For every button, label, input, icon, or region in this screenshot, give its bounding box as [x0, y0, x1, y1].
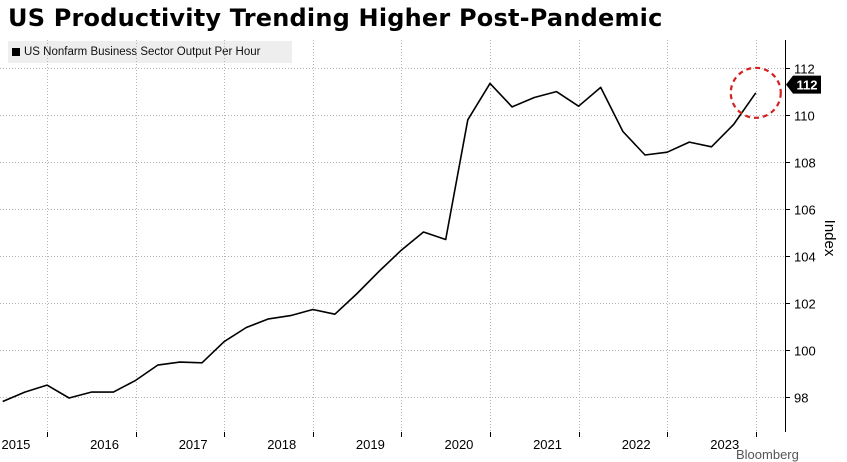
y-tick-label: 110	[794, 109, 815, 124]
annotation-circle	[729, 66, 782, 119]
y-tick-label: 112	[794, 62, 815, 77]
end-value-label: 112	[797, 78, 818, 93]
x-tick-label: 2020	[444, 437, 473, 452]
y-tick-label: 104	[794, 250, 816, 265]
legend-label: US Nonfarm Business Sector Output Per Ho…	[24, 46, 261, 58]
x-tick-label: 2015	[1, 437, 30, 452]
y-tick-label: 106	[794, 203, 816, 218]
x-tick-label: 2018	[267, 437, 296, 452]
legend: US Nonfarm Business Sector Output Per Ho…	[8, 41, 292, 63]
series-line	[2, 82, 757, 403]
y-tick-label: 102	[794, 297, 816, 312]
x-tick-label: 2017	[179, 437, 208, 452]
x-tick-label: 2021	[533, 437, 562, 452]
annotations: 112	[729, 66, 821, 119]
y-tick-label: 108	[794, 156, 816, 171]
y-axis-label: Index	[821, 220, 838, 257]
x-tick-labels: 2015 2016 2017 2018 2019 2020 2021 2022 2023	[1, 437, 739, 452]
x-tick-label: 2016	[90, 437, 119, 452]
y-tick-label: 100	[794, 344, 816, 359]
x-tick-label: 2019	[356, 437, 385, 452]
legend-swatch	[12, 48, 20, 56]
chart-title: US Productivity Trending Higher Post-Pan…	[8, 4, 663, 32]
end-value-tag	[786, 75, 821, 94]
y-tick-labels: 98 100 102 104 106 108 110 112	[794, 62, 816, 406]
watermark: Bloomberg	[736, 447, 799, 462]
series	[2, 82, 757, 403]
grid	[0, 40, 790, 437]
x-tick-label: 2023	[710, 437, 739, 452]
y-tick-label: 98	[794, 391, 808, 406]
x-tick-label: 2022	[622, 437, 651, 452]
